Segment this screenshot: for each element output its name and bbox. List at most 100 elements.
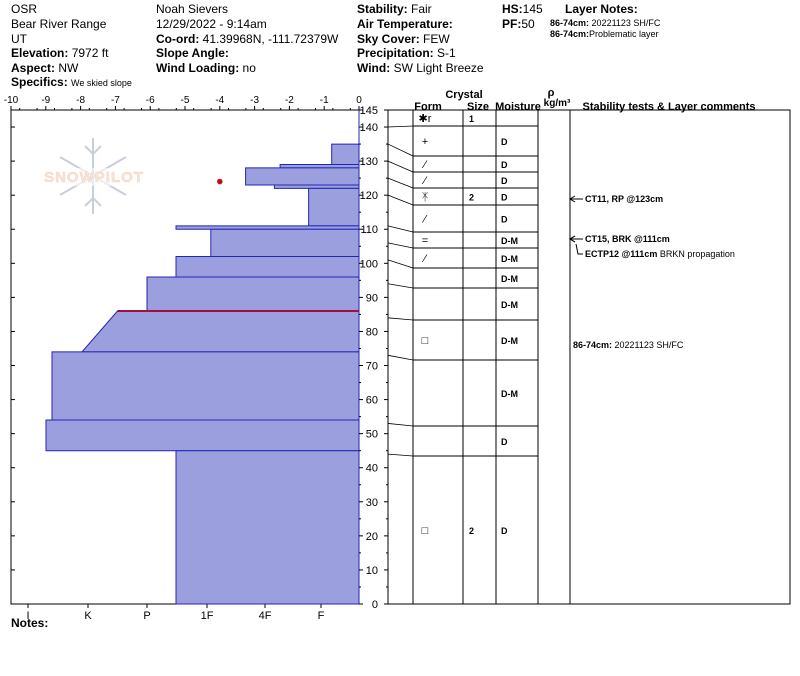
hardness-bar (245, 167, 360, 186)
hardness-bar (175, 225, 360, 230)
moisture-value: D-M (501, 236, 518, 246)
state-name: UT (11, 32, 27, 46)
comment-code: CT15, BRK @111cm (585, 234, 670, 244)
hardness-tick-label: 4F (259, 610, 272, 622)
layer-connector-line (387, 160, 414, 173)
table-row: ⁄ D-M (421, 253, 518, 265)
crystal-form-icon: ✱r (419, 113, 432, 125)
crystal-form-icon: ⁄ (421, 253, 428, 265)
stability-value: Fair (411, 2, 432, 16)
moisture-value: D (501, 215, 508, 225)
moisture-value: D-M (501, 300, 518, 310)
precip-value: S-1 (437, 46, 456, 60)
moisture-value: D (501, 437, 508, 447)
layer-connector-line (387, 177, 414, 189)
wind-loading-label: Wind Loading: (156, 61, 240, 75)
comment-text: 86-74cm: 20221123 SH/FC (573, 340, 684, 350)
layer-connector-line (387, 225, 414, 233)
stability-comment: 86-74cm: 20221123 SH/FC (573, 340, 684, 350)
arrow-head-icon (569, 235, 576, 243)
elevation-value: 7972 ft (71, 46, 109, 60)
table-row: D-M (501, 389, 518, 399)
layer-connector-line (387, 242, 414, 249)
slope-row: Slope Angle: (156, 46, 229, 61)
hardness-bar (279, 164, 360, 169)
height-tick-label: 120 (360, 190, 378, 202)
height-tick-label: 90 (366, 292, 378, 304)
comment-code: ECTP12 @111cm (585, 249, 660, 259)
hardness-tick-label: I (26, 610, 29, 622)
layer-connector-line (387, 143, 414, 157)
hs-row: HS:145 (502, 2, 543, 17)
hardness-bar (51, 351, 360, 421)
crystal-form-icon: ⁄ (421, 159, 428, 171)
header-density-unit: kg/m³ (544, 98, 571, 109)
crystal-form-icon: = (422, 235, 428, 247)
hardness-tick-label: 1F (201, 610, 214, 622)
coord-row: Co-ord: 41.39968N, -111.72379W (156, 32, 338, 47)
hs-label: HS: (502, 2, 523, 16)
moisture-value: D-M (501, 336, 518, 346)
layer-connector-line (387, 125, 414, 128)
pf-label: PF: (502, 17, 522, 31)
comment-extra: 20221123 SH/FC (615, 340, 684, 350)
precip-label: Precipitation: (357, 46, 434, 60)
header-comments: Stability tests & Layer comments (582, 101, 755, 113)
range-name: Bear River Range (11, 17, 107, 31)
comment-code: CT11, RP @123cm (585, 194, 663, 204)
layer-note-2: 86-74cm:Problematic layer (550, 29, 659, 39)
hardness-bar (308, 187, 360, 227)
temp-tick-label: -2 (285, 95, 294, 106)
hardness-tick-label: P (143, 610, 150, 622)
comment-code: 86-74cm: (573, 340, 615, 350)
wind-label: Wind: (357, 61, 391, 75)
table-row: ⁄ D (421, 159, 508, 171)
specifics-label: Specifics: (11, 75, 68, 89)
layer-connector-line (387, 259, 414, 269)
moisture-value: D-M (501, 254, 518, 264)
header-rho: ρ (548, 87, 555, 99)
table-row: = D-M (422, 235, 518, 247)
temp-tick-label: -4 (215, 95, 224, 106)
pf-row: PF:50 (502, 17, 535, 32)
observer-name: Noah Sievers (156, 2, 229, 16)
table-row: D (501, 437, 508, 447)
moisture-value: D (501, 526, 508, 536)
stability-label: Stability: (357, 2, 408, 16)
hardness-tick-label: F (318, 610, 325, 622)
temp-tick-label: -5 (181, 95, 190, 106)
hardness-bar (80, 310, 360, 353)
table-row: ⁄ D (421, 175, 508, 187)
wind-loading-value: no (242, 61, 256, 75)
arrow-head-icon (569, 195, 576, 203)
specifics-row: Specifics: We skied slope (11, 75, 132, 90)
snowflake-icon (59, 138, 127, 214)
air-temp-row: Air Temperature: (357, 17, 453, 32)
elevation-row: Elevation: 7972 ft (11, 46, 108, 61)
moisture-value: D-M (501, 274, 518, 284)
wind-value: SW Light Breeze (393, 61, 484, 75)
hs-value: 145 (522, 2, 543, 16)
table-row: ✱r 1 (419, 113, 474, 125)
height-tick-label: 30 (366, 497, 378, 509)
table-row: □ 2 D (422, 525, 508, 537)
height-tick-label: 145 (360, 105, 378, 117)
layer-table-frame (387, 109, 791, 605)
stability-comment: ECTP12 @111cm BRKN propagation (569, 235, 735, 259)
temp-tick-label: -7 (111, 95, 120, 106)
table-row: D-M (501, 274, 518, 284)
table-row: + D (422, 136, 508, 148)
layer-connector-line (387, 423, 414, 427)
crystal-form-icon: + (422, 136, 428, 148)
notes-label: Notes: (11, 616, 49, 630)
layer-connector-line (387, 283, 414, 289)
layer-notes-label: Layer Notes: (565, 2, 638, 16)
height-tick-label: 70 (366, 361, 378, 373)
aspect-row: Aspect: NW (11, 61, 78, 76)
layer-note-1: 86-74cm: 20221123 SH/FC (550, 18, 661, 28)
hardness-bar (175, 450, 360, 605)
height-tick-label: 140 (360, 122, 378, 134)
snowpilot-logo: SNOWPILOT (34, 138, 155, 214)
temp-tick-label: -8 (76, 95, 85, 106)
